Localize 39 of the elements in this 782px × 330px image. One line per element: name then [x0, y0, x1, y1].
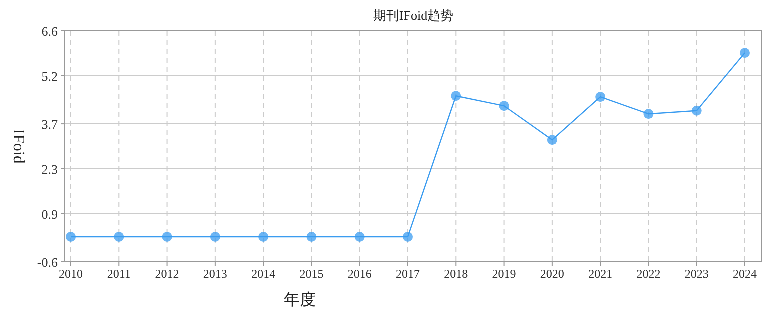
y-axis-title: IFoid	[10, 129, 27, 164]
point	[258, 232, 269, 242]
x-axis-title: 年度	[284, 291, 316, 309]
x-tick-label: 2019	[492, 267, 516, 281]
y-tick-label: -0.6	[37, 255, 58, 270]
point	[451, 91, 462, 102]
x-tick-label: 2020	[540, 267, 564, 281]
x-tick-label: 2018	[444, 267, 468, 281]
x-tick-label: 2013	[203, 267, 228, 281]
x-tick-label: 2012	[155, 267, 180, 281]
point	[354, 232, 365, 242]
y-tick-label: 6.6	[42, 24, 58, 39]
x-tick-label: 2011	[107, 267, 131, 281]
point	[596, 92, 606, 102]
point	[547, 135, 558, 146]
x-tick-label: 2010	[59, 267, 83, 281]
point	[114, 232, 124, 242]
point	[66, 232, 76, 242]
x-tick-label: 2023	[684, 267, 709, 281]
x-tick-label: 2016	[348, 267, 372, 281]
point	[403, 232, 413, 242]
x-tick-label: 2015	[300, 267, 324, 281]
y-tick-label: 3.7	[42, 117, 58, 132]
point	[644, 109, 654, 120]
x-tick-label: 2021	[588, 267, 613, 281]
point	[499, 101, 510, 112]
point	[306, 232, 317, 242]
point	[740, 48, 750, 58]
x-tick-label: 2024	[733, 267, 757, 281]
x-tick-label: 2022	[636, 267, 661, 281]
point	[162, 232, 172, 242]
y-tick-label: 0.9	[42, 206, 58, 222]
point	[210, 232, 220, 242]
x-tick-label: 2014	[252, 267, 276, 281]
point	[692, 106, 702, 116]
y-tick-label: 2.3	[42, 162, 58, 177]
y-tick-label: 5.2	[42, 68, 58, 84]
chart-title: 期刊IFoid趋势	[373, 8, 454, 23]
x-tick-label: 2017	[396, 267, 420, 281]
